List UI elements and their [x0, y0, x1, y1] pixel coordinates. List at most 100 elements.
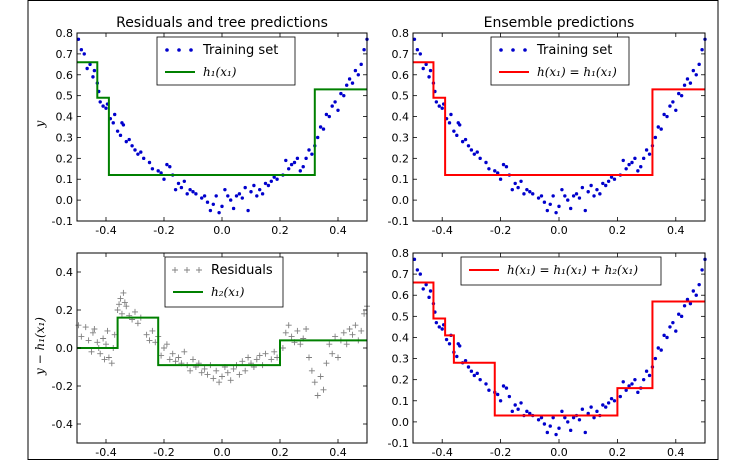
data-point: [85, 337, 92, 344]
data-point: [662, 333, 666, 338]
data-point: [627, 384, 631, 388]
data-point: [647, 373, 652, 378]
data-point: [346, 326, 353, 332]
data-point: [639, 164, 643, 169]
data-point: [185, 192, 189, 196]
y-tick-label: 0.7: [392, 48, 410, 61]
data-point: [188, 187, 192, 192]
legend: Residuals h₂(x₁): [164, 256, 284, 308]
data-point: [586, 411, 590, 416]
legend: Training set h(x₁) = h₁(x₁): [490, 36, 630, 86]
data-point: [275, 177, 279, 181]
data-point: [697, 62, 701, 67]
legend-label: Training set: [202, 43, 278, 58]
data-point: [295, 156, 300, 161]
y-tick-label: 0.5: [392, 310, 410, 323]
y-tick-label: 0.8: [56, 27, 74, 40]
data-point: [179, 185, 184, 190]
data-point: [472, 373, 477, 378]
data-point: [130, 144, 134, 148]
data-point: [104, 327, 111, 334]
data-point: [304, 156, 308, 161]
data-point: [166, 356, 173, 363]
data-point: [121, 299, 128, 306]
data-point: [198, 369, 205, 376]
data-point: [92, 68, 97, 73]
data-point: [303, 326, 310, 332]
data-point: [91, 326, 98, 332]
y-tick-label: 0.2: [392, 374, 410, 387]
data-point: [82, 324, 89, 331]
data-point: [542, 200, 547, 204]
data-point: [101, 104, 105, 108]
data-point: [606, 401, 611, 405]
data-point: [175, 354, 182, 361]
series-line: [413, 61, 705, 177]
data-point: [644, 369, 649, 373]
data-point: [342, 93, 346, 98]
data-point: [418, 52, 422, 56]
data-point: [335, 354, 341, 361]
data-point: [352, 322, 359, 329]
data-point: [653, 356, 658, 361]
data-point: [310, 152, 314, 156]
data-point: [271, 348, 278, 355]
x-tick-label: -0.2: [153, 446, 174, 459]
data-point: [324, 112, 329, 117]
data-point: [124, 139, 128, 144]
x-tick-label: -0.4: [431, 224, 452, 237]
data-point: [685, 77, 690, 81]
data-point: [147, 160, 152, 165]
data-point: [245, 354, 252, 361]
data-point: [592, 194, 596, 198]
data-point: [507, 394, 512, 399]
data-point: [229, 198, 233, 202]
data-point: [697, 282, 701, 287]
plot-ensemble-predictions: Ensemble predictions -0.4 -0.2 0.0 0.2 0.4-0…: [388, 15, 707, 237]
data-point: [525, 187, 529, 192]
data-point: [653, 135, 658, 140]
data-point: [97, 350, 104, 357]
data-point: [621, 158, 625, 163]
data-point: [671, 100, 675, 104]
data-point: [121, 123, 126, 127]
data-point: [424, 62, 428, 67]
data-point: [539, 415, 544, 420]
data-point: [182, 179, 186, 184]
data-point: [88, 62, 92, 67]
x-tick-label: 0.4: [667, 446, 685, 459]
data-point: [674, 329, 678, 333]
data-point: [336, 108, 340, 112]
data-point: [204, 371, 211, 378]
data-point: [133, 148, 137, 152]
data-point: [317, 373, 324, 380]
data-point: [630, 160, 634, 165]
data-point: [513, 181, 517, 186]
data-point: [316, 135, 320, 140]
data-point: [208, 208, 213, 213]
data-point: [89, 329, 96, 336]
tick-layer: -0.4 -0.2 0.0 0.2 0.4 -0.1 0.0 0.1 0.2 0.3 0.4 0.5 0…: [52, 27, 367, 237]
data-layer: [412, 37, 707, 215]
data-point: [118, 310, 125, 317]
data-point: [272, 175, 276, 179]
data-point: [149, 327, 156, 334]
legend-marker: [511, 48, 515, 52]
data-point: [574, 192, 579, 196]
y-tick-label: 0.2: [56, 152, 74, 165]
data-point: [358, 327, 365, 334]
data-point: [685, 297, 690, 302]
data-point: [644, 148, 649, 152]
data-point: [677, 91, 681, 96]
data-point: [560, 187, 564, 192]
data-point: [577, 196, 582, 200]
data-point: [118, 133, 123, 138]
data-point: [618, 394, 623, 399]
data-point: [268, 356, 275, 363]
plot-ensemble-two-trees: -0.4 -0.2 0.0 0.2 0.4 -0.1 0.0 0.1 0.2 0.3 0.4 0.5 0…: [388, 247, 707, 459]
data-point: [548, 202, 552, 206]
data-point: [510, 409, 514, 414]
data-point: [115, 129, 120, 133]
data-point: [343, 341, 350, 348]
data-point: [624, 167, 628, 171]
